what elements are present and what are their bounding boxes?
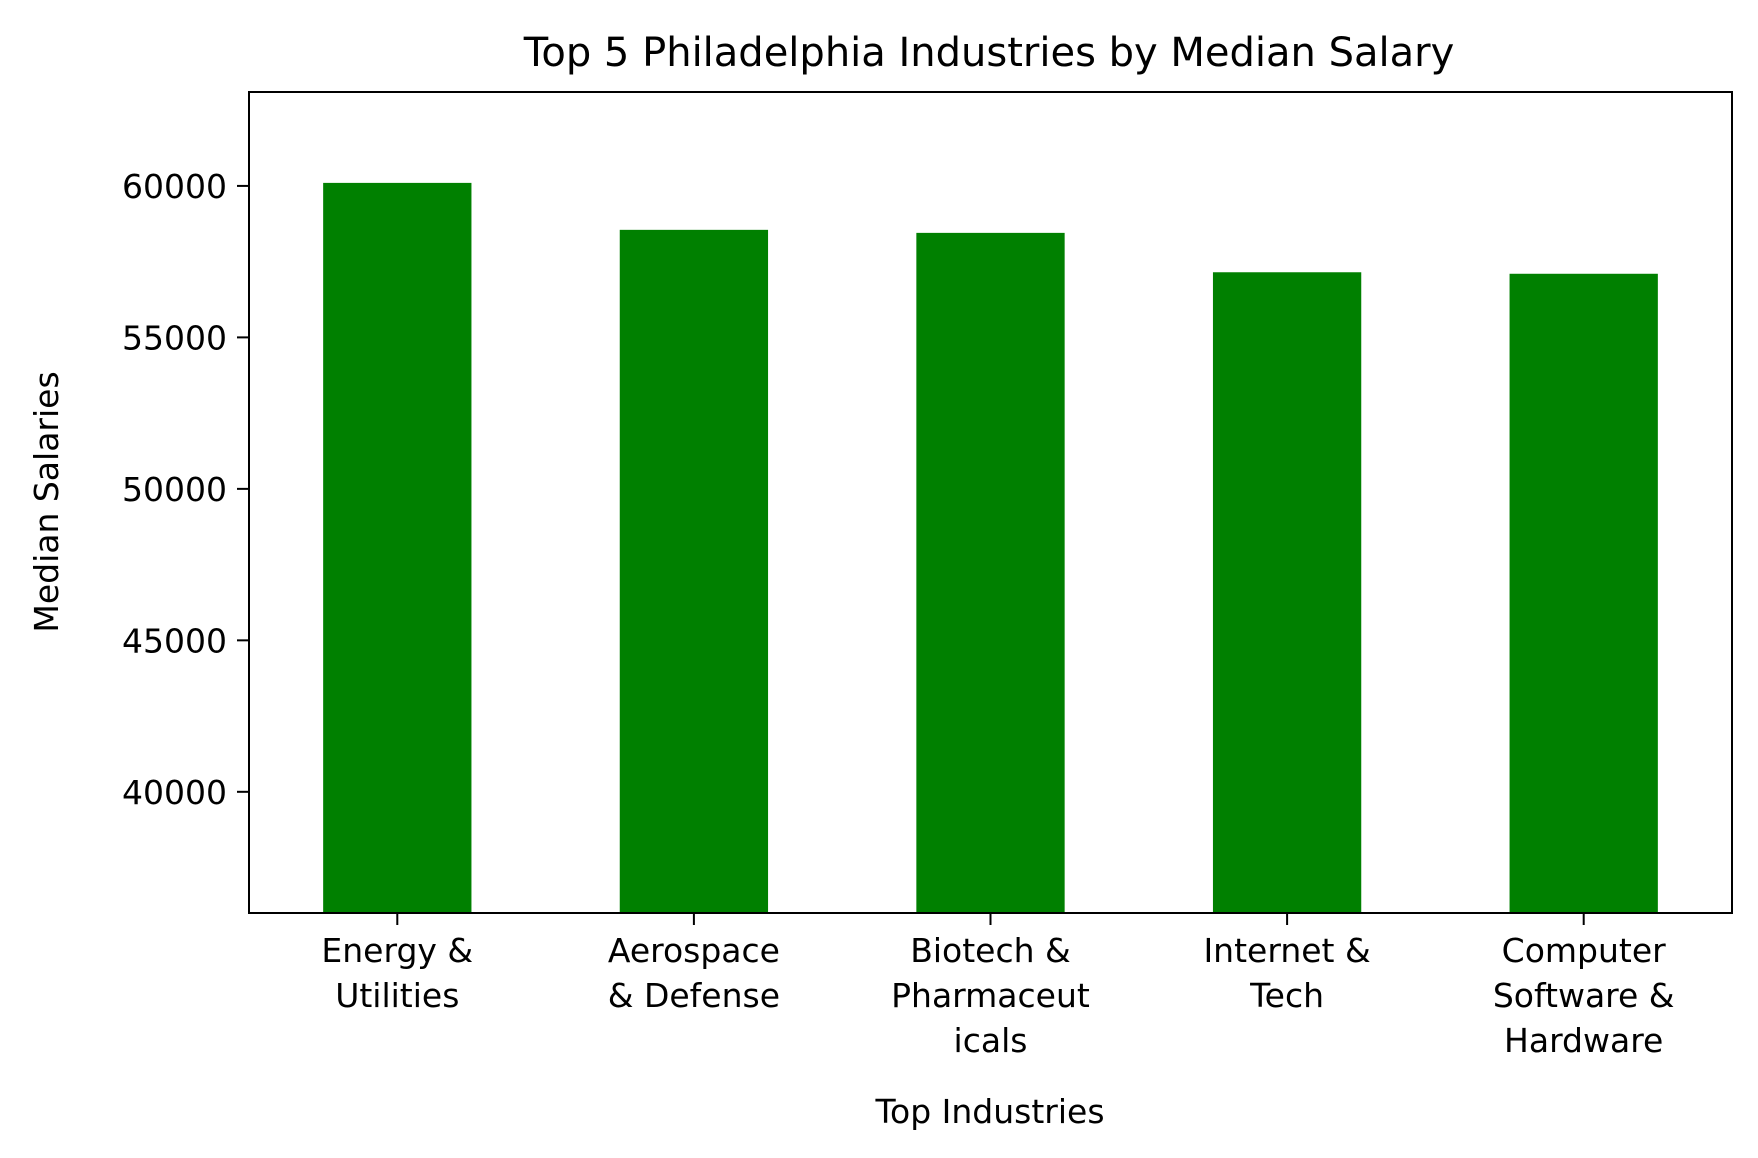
x-axis-title: Top Industries: [874, 1092, 1104, 1131]
x-tick-label-line: Biotech &: [910, 931, 1071, 970]
x-tick-label-line: Energy &: [321, 931, 473, 970]
y-tick-label-1: 40000: [122, 773, 227, 812]
x-tick-label-line: Tech: [1249, 976, 1324, 1015]
y-tick-label-5: 60000: [122, 167, 227, 206]
bar-2: [619, 229, 769, 914]
bar-3: [916, 232, 1065, 914]
x-tick-label-line: Software &: [1493, 976, 1675, 1015]
x-tick-label-line: Hardware: [1504, 1021, 1663, 1060]
bars: [323, 182, 1658, 914]
y-tick-label-2: 45000: [122, 621, 227, 660]
x-tick-label-2: Aerospace & Defense: [608, 931, 780, 1015]
x-axis: Energy & Utilities Aerospace & Defense Biote…: [321, 913, 1675, 1060]
x-tick-label-line: Computer: [1502, 931, 1666, 970]
y-axis-title: Median Salaries: [27, 371, 66, 632]
x-tick-label-line: Internet &: [1203, 931, 1370, 970]
bar-5: [1509, 273, 1658, 913]
x-tick-label-3: Biotech & Pharmaceut icals: [891, 931, 1090, 1060]
bar-4: [1212, 272, 1362, 913]
x-tick-label-line: Pharmaceut: [891, 976, 1090, 1015]
x-tick-label-4: Internet & Tech: [1203, 931, 1370, 1015]
y-axis: 40000 45000 50000 55000 60000: [122, 167, 249, 812]
x-tick-label-line: icals: [954, 1021, 1028, 1060]
x-tick-label-5: Computer Software & Hardware: [1493, 931, 1675, 1060]
y-tick-label-4: 55000: [122, 318, 227, 357]
x-tick-label-line: Utilities: [335, 976, 459, 1015]
x-tick-label-line: Aerospace: [608, 931, 780, 970]
bar-1: [323, 182, 472, 913]
x-tick-label-line: & Defense: [608, 976, 780, 1015]
y-tick-label-3: 50000: [122, 470, 227, 509]
x-tick-label-1: Energy & Utilities: [321, 931, 473, 1015]
chart-title: Top 5 Philadelphia Industries by Median …: [523, 30, 1455, 76]
